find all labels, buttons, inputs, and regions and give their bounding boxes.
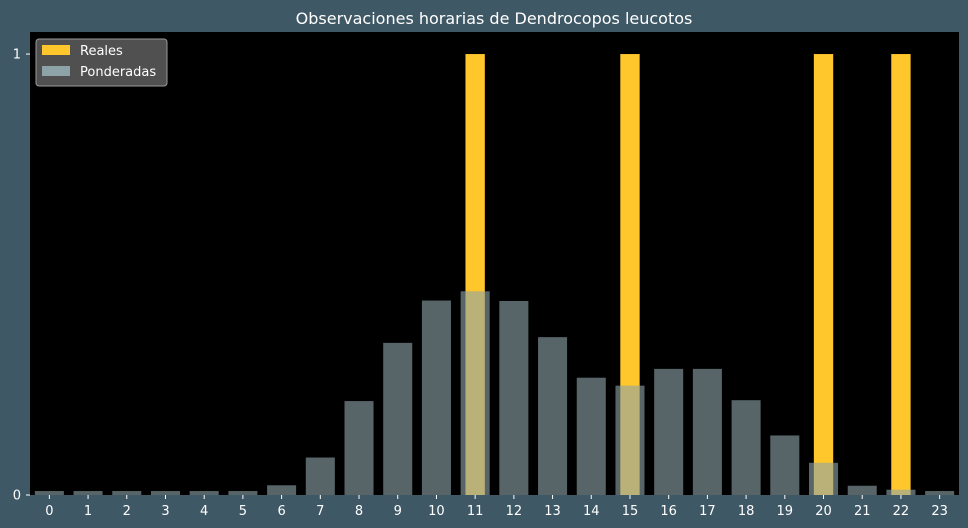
bar-ponderadas-6: [267, 485, 297, 495]
x-tick-label-12: 12: [506, 504, 523, 519]
x-tick-label-21: 21: [854, 504, 871, 519]
bar-ponderadas-14: [576, 377, 606, 495]
x-tick-label-11: 11: [467, 504, 484, 519]
x-tick-label-17: 17: [699, 504, 716, 519]
legend: Reales Ponderadas: [35, 38, 168, 87]
x-tick-label-3: 3: [161, 504, 169, 519]
x-tick-label-0: 0: [45, 504, 53, 519]
x-tick-label-16: 16: [660, 504, 677, 519]
legend-label-ponderadas: Ponderadas: [80, 65, 156, 80]
x-tick-label-4: 4: [200, 504, 208, 519]
chart-title: Observaciones horarias de Dendrocopos le…: [296, 9, 693, 28]
x-tick-label-8: 8: [355, 504, 363, 519]
x-tick-label-18: 18: [738, 504, 755, 519]
x-tick-label-2: 2: [123, 504, 131, 519]
bar-ponderadas-23: [925, 491, 955, 495]
bar-ponderadas-2: [112, 491, 142, 495]
x-tick-label-10: 10: [428, 504, 445, 519]
x-tick-label-13: 13: [544, 504, 561, 519]
x-tick-label-1: 1: [84, 504, 92, 519]
x-tick-label-23: 23: [931, 504, 948, 519]
bar-ponderadas-17: [692, 368, 722, 495]
series-ponderadas: [34, 291, 955, 495]
x-tick-label-9: 9: [394, 504, 402, 519]
bar-ponderadas-19: [770, 435, 800, 495]
bar-ponderadas-4: [189, 491, 219, 495]
bar-ponderadas-1: [73, 491, 103, 495]
bar-ponderadas-12: [499, 300, 529, 495]
bar-ponderadas-11: [460, 291, 490, 495]
bar-ponderadas-7: [305, 457, 335, 495]
bar-ponderadas-10: [421, 300, 451, 495]
x-tick-label-20: 20: [815, 504, 832, 519]
bar-ponderadas-15: [615, 385, 645, 495]
y-tick-label-1: 1: [13, 48, 21, 63]
x-tick-label-7: 7: [316, 504, 324, 519]
bar-ponderadas-3: [150, 491, 180, 495]
legend-swatch-ponderadas: [42, 66, 70, 76]
bar-ponderadas-13: [538, 337, 568, 495]
x-tick-label-19: 19: [777, 504, 794, 519]
bar-ponderadas-8: [344, 401, 374, 495]
x-tick-label-14: 14: [583, 504, 600, 519]
x-tick-label-22: 22: [893, 504, 910, 519]
bar-reales-20: [813, 54, 834, 496]
bar-ponderadas-9: [383, 342, 413, 495]
bar-ponderadas-16: [654, 368, 684, 495]
x-tick-label-5: 5: [239, 504, 247, 519]
plot-area: [30, 32, 959, 495]
bar-ponderadas-21: [847, 485, 877, 495]
bar-ponderadas-20: [809, 462, 839, 495]
legend-swatch-reales: [42, 45, 70, 55]
bar-ponderadas-18: [731, 400, 761, 495]
y-tick-label-0: 0: [13, 489, 21, 504]
bar-reales-15: [620, 54, 640, 496]
x-tick-label-6: 6: [277, 504, 285, 519]
bar-reales-22: [891, 54, 911, 496]
legend-label-reales: Reales: [80, 44, 123, 59]
x-tick-label-15: 15: [622, 504, 639, 519]
bar-ponderadas-0: [34, 491, 64, 495]
bar-ponderadas-5: [228, 491, 258, 495]
bar-ponderadas-22: [886, 489, 916, 495]
